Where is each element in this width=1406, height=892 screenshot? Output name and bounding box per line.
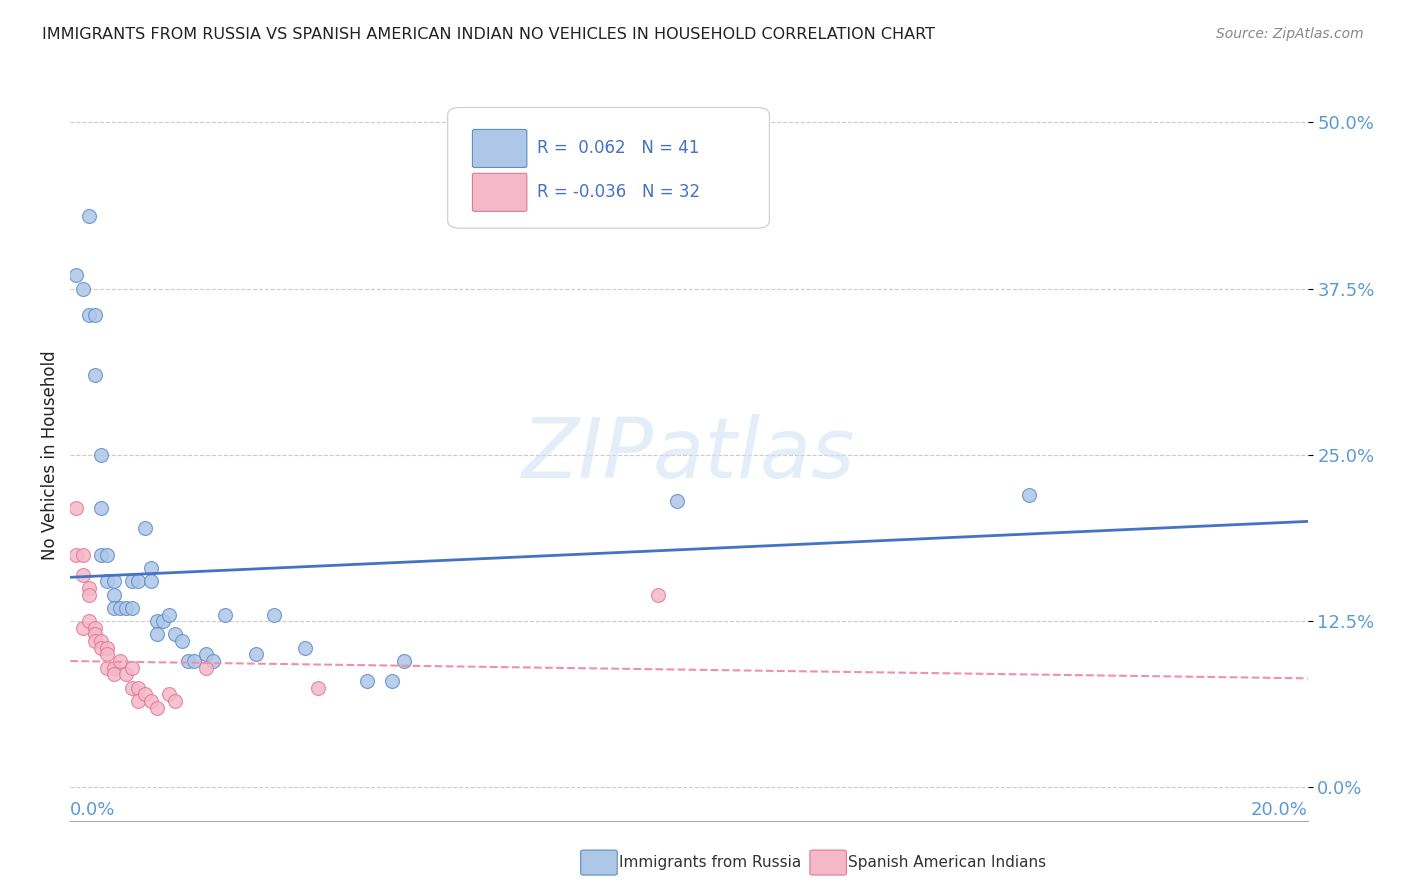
Point	[263, 607, 285, 622]
Point	[77, 614, 100, 628]
FancyBboxPatch shape	[447, 108, 769, 228]
Point	[134, 687, 156, 701]
Point	[165, 694, 187, 708]
Point	[139, 574, 162, 589]
Point	[90, 634, 112, 648]
Point	[201, 654, 224, 668]
Point	[307, 681, 329, 695]
Text: R = -0.036   N = 32: R = -0.036 N = 32	[537, 184, 700, 202]
Point	[103, 661, 125, 675]
Point	[121, 600, 143, 615]
Point	[84, 308, 107, 322]
Point	[294, 640, 316, 655]
Text: Immigrants from Russia: Immigrants from Russia	[619, 855, 801, 870]
FancyBboxPatch shape	[472, 129, 527, 168]
Point	[96, 640, 118, 655]
Point	[157, 687, 180, 701]
Y-axis label: No Vehicles in Household: No Vehicles in Household	[41, 350, 59, 560]
Point	[165, 627, 187, 641]
Point	[170, 634, 193, 648]
Point	[381, 673, 404, 688]
Point	[103, 588, 125, 602]
Point	[245, 648, 267, 662]
Point	[195, 648, 218, 662]
Point	[394, 654, 416, 668]
Point	[121, 661, 143, 675]
Text: 0.0%: 0.0%	[70, 801, 115, 819]
Point	[72, 548, 94, 562]
Point	[647, 588, 669, 602]
Point	[139, 561, 162, 575]
Point	[108, 600, 131, 615]
Point	[127, 681, 149, 695]
Point	[90, 640, 112, 655]
Point	[103, 667, 125, 681]
Point	[72, 621, 94, 635]
Text: IMMIGRANTS FROM RUSSIA VS SPANISH AMERICAN INDIAN NO VEHICLES IN HOUSEHOLD CORRE: IMMIGRANTS FROM RUSSIA VS SPANISH AMERIC…	[42, 27, 935, 42]
Point	[65, 268, 87, 283]
Point	[139, 694, 162, 708]
Point	[90, 548, 112, 562]
Point	[77, 209, 100, 223]
Point	[195, 661, 218, 675]
Point	[356, 673, 378, 688]
Text: R =  0.062   N = 41: R = 0.062 N = 41	[537, 139, 699, 158]
Point	[65, 501, 87, 516]
Point	[121, 681, 143, 695]
Point	[146, 627, 169, 641]
Point	[115, 667, 138, 681]
Point	[665, 494, 688, 508]
Point	[90, 448, 112, 462]
Point	[90, 501, 112, 516]
Point	[77, 588, 100, 602]
Point	[72, 282, 94, 296]
Point	[84, 627, 107, 641]
Point	[96, 574, 118, 589]
Text: 20.0%: 20.0%	[1251, 801, 1308, 819]
Point	[157, 607, 180, 622]
Point	[72, 567, 94, 582]
Point	[84, 621, 107, 635]
Point	[134, 521, 156, 535]
Point	[103, 574, 125, 589]
Point	[146, 614, 169, 628]
Point	[84, 368, 107, 383]
Point	[103, 600, 125, 615]
Point	[127, 574, 149, 589]
Point	[84, 634, 107, 648]
Point	[214, 607, 236, 622]
Point	[77, 308, 100, 322]
Point	[127, 694, 149, 708]
Text: Source: ZipAtlas.com: Source: ZipAtlas.com	[1216, 27, 1364, 41]
FancyBboxPatch shape	[472, 173, 527, 211]
Point	[96, 648, 118, 662]
Point	[108, 654, 131, 668]
Point	[146, 700, 169, 714]
Text: ZIPatlas: ZIPatlas	[522, 415, 856, 495]
Point	[96, 548, 118, 562]
Point	[1018, 488, 1040, 502]
Point	[96, 661, 118, 675]
Point	[65, 548, 87, 562]
Point	[152, 614, 174, 628]
Point	[183, 654, 205, 668]
Point	[77, 581, 100, 595]
Point	[115, 600, 138, 615]
Point	[177, 654, 200, 668]
Text: Spanish American Indians: Spanish American Indians	[848, 855, 1046, 870]
Point	[121, 574, 143, 589]
